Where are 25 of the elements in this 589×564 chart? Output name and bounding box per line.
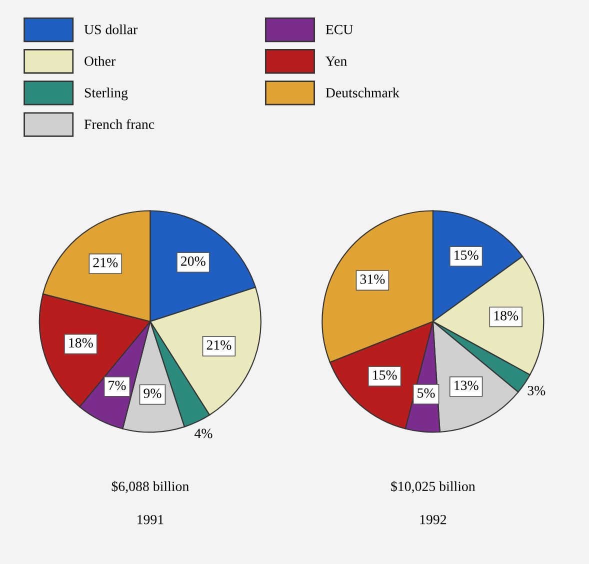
legend-label: ECU — [326, 24, 353, 34]
data-label: 15% — [454, 250, 478, 260]
data-label: 21% — [93, 258, 118, 268]
text: 1992 — [420, 514, 446, 524]
data-label: 18% — [69, 338, 93, 348]
data-label: 18% — [494, 310, 518, 320]
data-label: 5% — [418, 388, 435, 398]
text: $10,025 billion — [391, 480, 476, 494]
legend-label: French franc — [84, 119, 154, 130]
data-label: 9% — [144, 388, 162, 398]
legend-label: Sterling — [84, 88, 128, 100]
data-label: 13% — [454, 380, 478, 390]
data-label: 3% — [528, 386, 546, 396]
legend-label: Deutschmark — [326, 88, 400, 98]
legend-label: Yen — [326, 56, 347, 66]
data-label: 21% — [206, 340, 232, 350]
text: $6,088 billion — [112, 480, 189, 494]
data-label: 31% — [360, 274, 385, 284]
data-label: 4% — [194, 428, 212, 438]
legend-label: Other — [84, 56, 116, 66]
data-label: 7% — [108, 380, 126, 390]
legend-label: US dollar — [84, 24, 138, 34]
data-label: 15% — [373, 370, 397, 380]
data-label: 20% — [181, 256, 206, 266]
text: 1991 — [138, 514, 164, 524]
